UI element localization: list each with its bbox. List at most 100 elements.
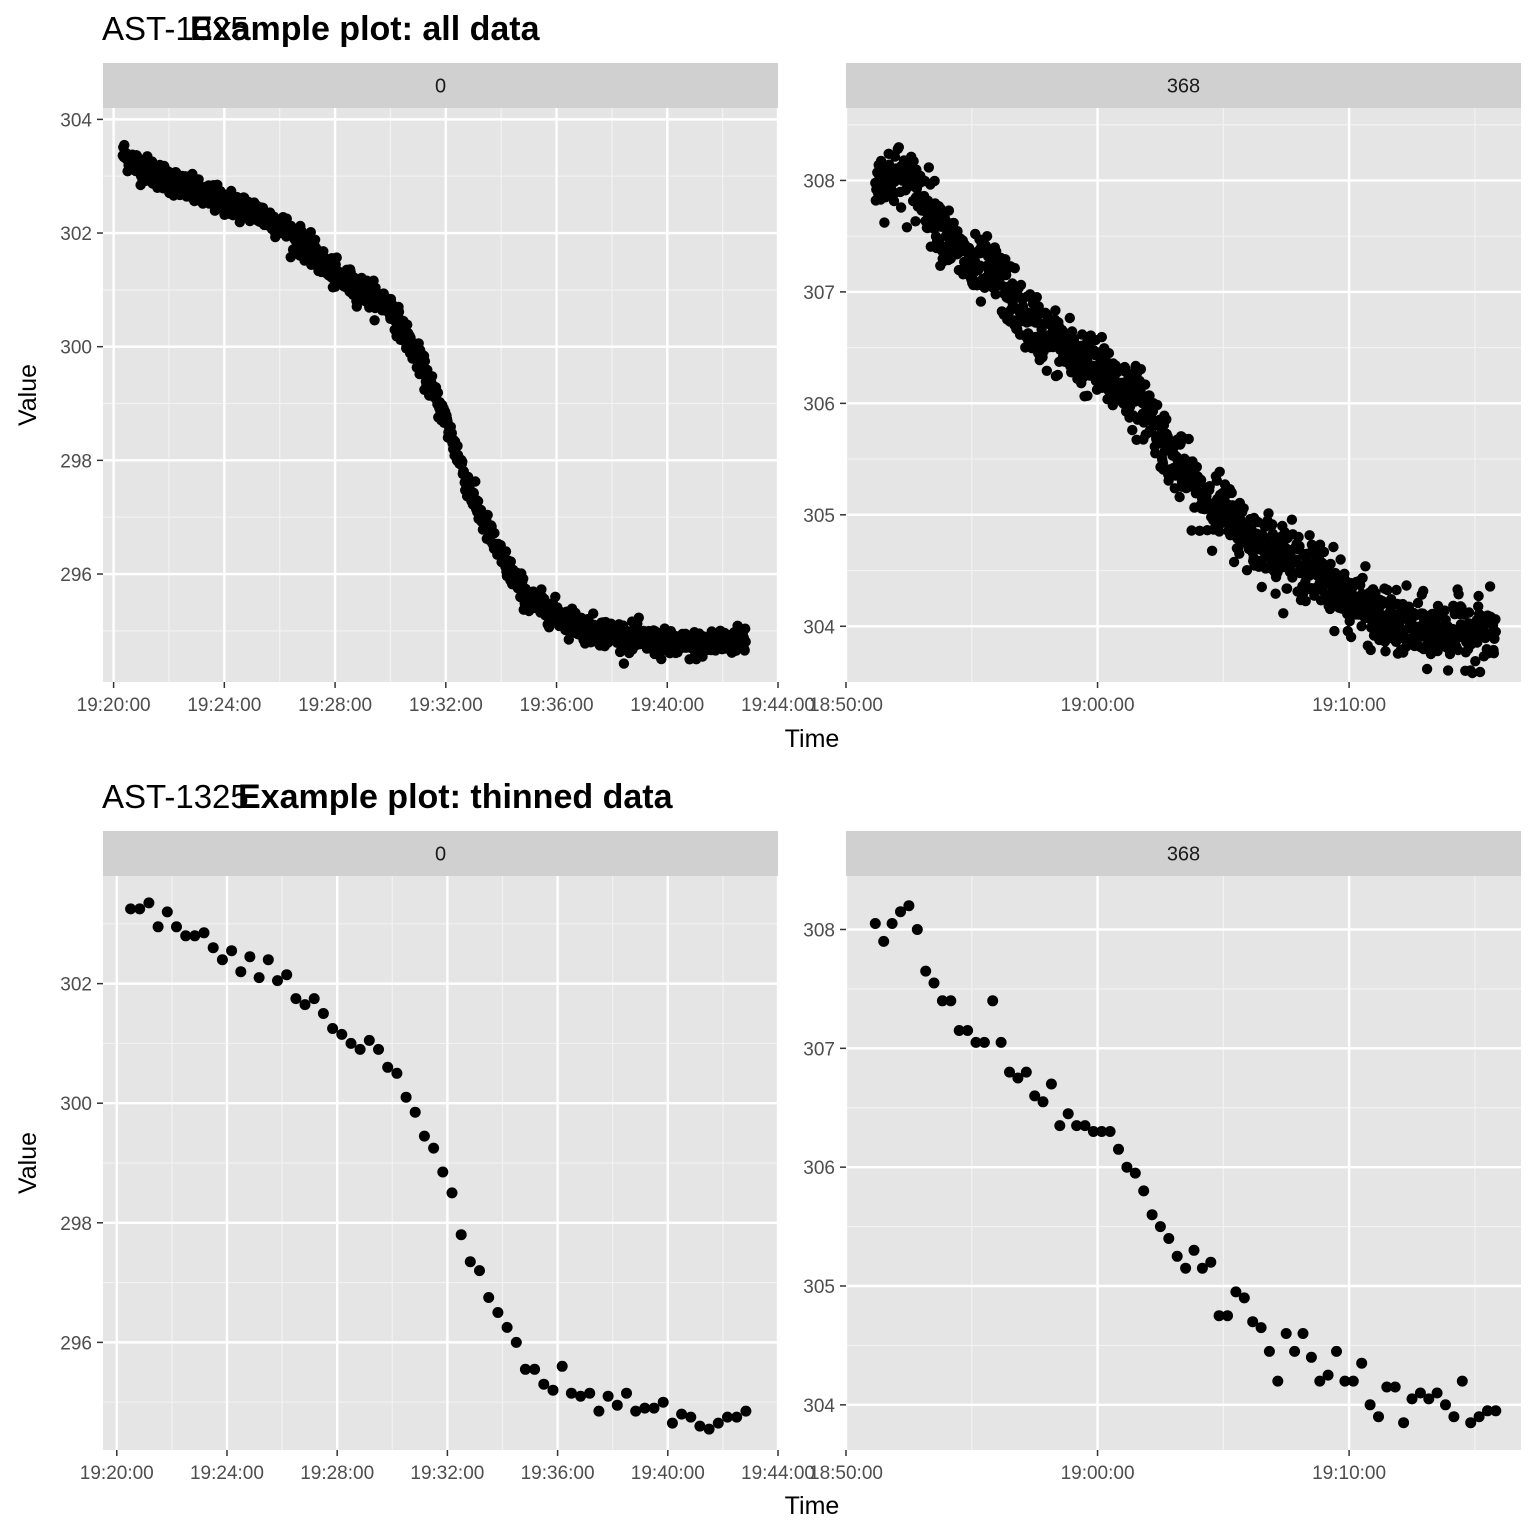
data-point	[207, 942, 219, 954]
data-point	[1154, 1221, 1166, 1233]
data-point	[1263, 508, 1274, 519]
data-point	[722, 1411, 733, 1423]
data-point	[505, 556, 516, 567]
data-point	[575, 1390, 587, 1402]
data-point	[363, 1034, 375, 1046]
data-point	[621, 1387, 632, 1399]
x-tick-label: 19:32:00	[409, 695, 483, 716]
data-point	[703, 1423, 715, 1435]
data-point	[975, 296, 987, 307]
data-point	[518, 573, 529, 584]
data-point	[305, 227, 316, 238]
data-point	[602, 1390, 614, 1402]
data-point	[1280, 1328, 1292, 1339]
data-point	[299, 999, 311, 1011]
data-point	[483, 1292, 495, 1303]
data-point	[180, 930, 192, 942]
data-point	[895, 906, 906, 918]
data-point	[1062, 1108, 1074, 1120]
data-point	[432, 387, 444, 398]
data-point	[618, 658, 630, 669]
data-point	[1214, 526, 1225, 537]
data-point	[519, 1363, 531, 1375]
data-point	[565, 1387, 577, 1399]
data-point	[244, 951, 256, 963]
data-point	[1380, 646, 1391, 657]
data-point	[369, 315, 380, 326]
data-point	[633, 612, 644, 623]
data-point	[1152, 399, 1163, 411]
data-point	[143, 897, 155, 909]
x-tick-label: 19:40:00	[631, 1463, 705, 1484]
data-point	[1064, 312, 1076, 324]
data-point	[903, 900, 915, 912]
data-point	[1127, 424, 1138, 436]
data-point	[455, 1229, 467, 1241]
data-point	[929, 175, 940, 187]
data-point	[538, 1378, 550, 1390]
data-point	[1228, 556, 1240, 568]
data-point	[1467, 667, 1478, 679]
data-point	[1474, 666, 1486, 678]
data-point	[1286, 514, 1298, 525]
data-point	[1163, 1233, 1175, 1244]
data-point	[1015, 279, 1027, 291]
y-tick-label: 305	[803, 1277, 835, 1298]
x-tick-label: 19:28:00	[300, 1463, 374, 1484]
data-point	[470, 476, 481, 487]
data-point	[928, 977, 940, 989]
data-point	[1020, 1066, 1032, 1078]
data-point	[923, 162, 934, 173]
x-tick-label: 19:28:00	[298, 695, 372, 716]
data-point	[125, 903, 137, 915]
y-tick-label: 302	[60, 224, 92, 245]
data-point	[262, 954, 274, 966]
data-point	[694, 1420, 706, 1432]
data-point	[1423, 1393, 1435, 1405]
data-point	[1453, 589, 1464, 600]
data-point	[1328, 541, 1339, 553]
data-point	[1140, 379, 1151, 390]
y-tick-label: 298	[60, 451, 92, 472]
data-point	[1473, 601, 1484, 612]
data-point	[489, 527, 500, 539]
data-point	[1188, 1244, 1200, 1256]
facet-strip	[846, 831, 1521, 876]
data-point	[428, 1142, 440, 1154]
data-point	[1029, 1090, 1041, 1102]
data-point	[419, 356, 431, 367]
x-tick-label: 19:24:00	[187, 695, 261, 716]
data-point	[888, 195, 900, 207]
data-point	[1138, 1185, 1150, 1197]
data-point	[409, 1106, 421, 1118]
data-point	[1183, 433, 1194, 445]
y-tick-label: 296	[60, 565, 92, 586]
y-tick-label: 304	[803, 617, 835, 638]
data-point	[1293, 531, 1304, 543]
data-point	[452, 440, 463, 452]
data-point	[1196, 1262, 1208, 1274]
data-point	[171, 921, 182, 933]
data-point	[1267, 519, 1278, 530]
data-point	[550, 591, 561, 602]
data-point	[1031, 292, 1043, 303]
data-point	[639, 1402, 651, 1414]
x-tick-label: 19:00:00	[1061, 695, 1135, 716]
data-point	[290, 993, 302, 1005]
y-tick-label: 308	[803, 920, 835, 941]
data-point	[656, 653, 667, 665]
data-point	[1191, 461, 1203, 473]
data-point	[1096, 1126, 1108, 1137]
data-point	[1037, 1096, 1049, 1108]
y-tick-label: 300	[60, 338, 92, 359]
data-point	[281, 969, 293, 981]
data-point	[1490, 626, 1502, 637]
data-point	[1050, 305, 1061, 316]
data-point	[666, 1417, 678, 1429]
data-point	[1186, 525, 1197, 536]
data-point	[336, 1028, 348, 1040]
data-point	[1009, 263, 1020, 274]
data-point	[457, 456, 468, 467]
data-point	[1226, 487, 1237, 499]
data-point	[731, 1411, 743, 1423]
